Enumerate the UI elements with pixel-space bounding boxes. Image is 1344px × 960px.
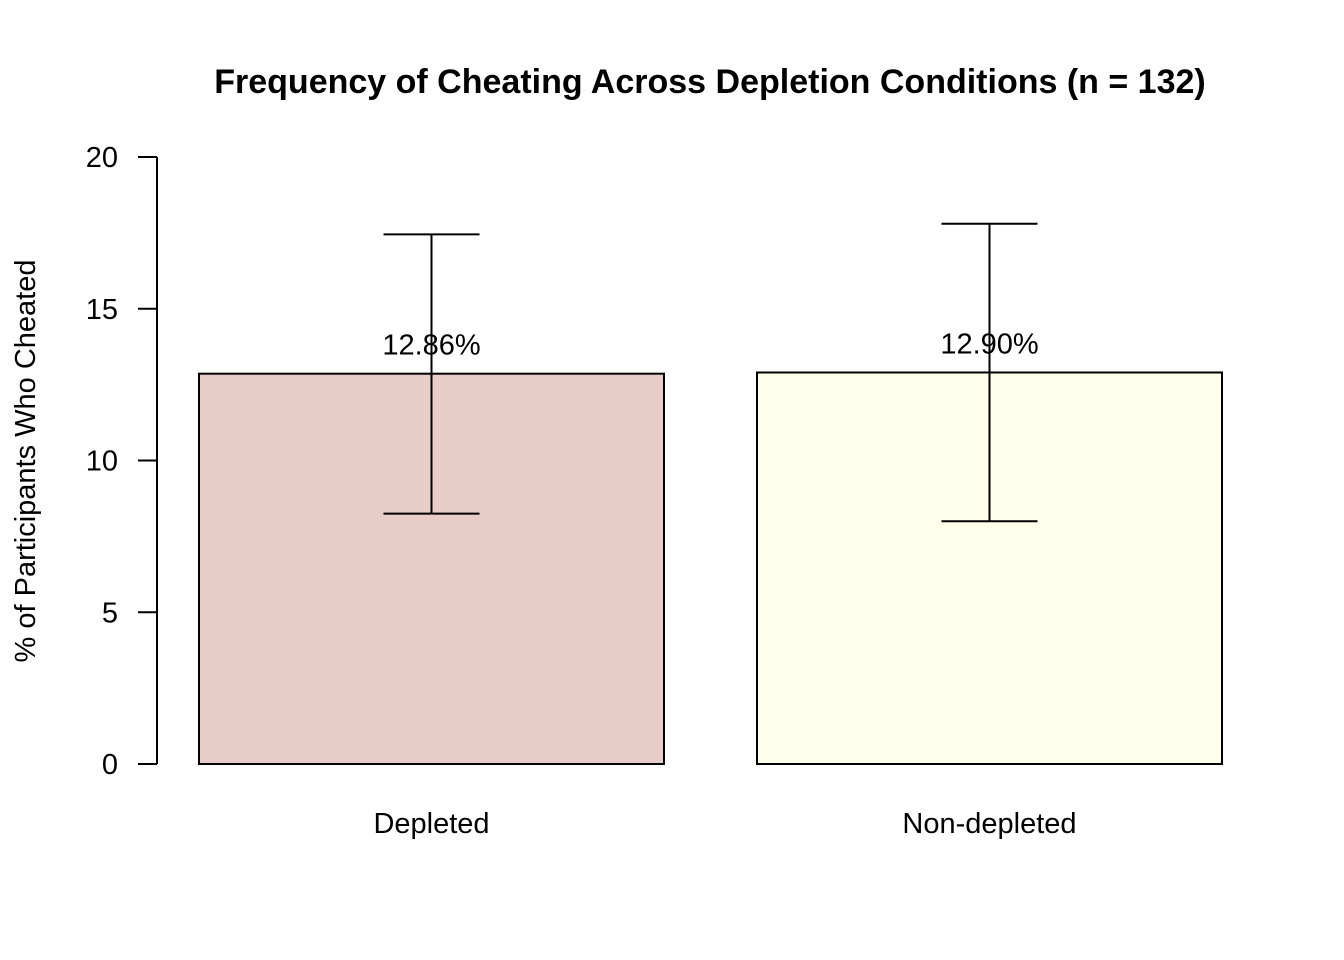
y-tick-label: 0 [102,749,118,781]
y-tick-label: 5 [102,597,118,629]
data-label: 12.90% [940,328,1038,360]
y-axis-label: % of Participants Who Cheated [10,260,42,663]
y-tick-label: 15 [86,294,118,326]
y-tick-label: 20 [86,142,118,174]
data-label: 12.86% [382,330,480,362]
y-tick-label: 10 [86,446,118,478]
y-axis: 0 5 10 15 20 [86,142,158,781]
bars-group [198,371,1223,765]
category-label: Non-depleted [902,808,1076,840]
chart-title: Frequency of Cheating Across Depletion C… [214,63,1205,101]
error-bars-group [383,222,1038,523]
category-label: Depleted [373,808,489,840]
labels-group: 12.86% Depleted 12.90% Non-depleted [373,328,1076,840]
